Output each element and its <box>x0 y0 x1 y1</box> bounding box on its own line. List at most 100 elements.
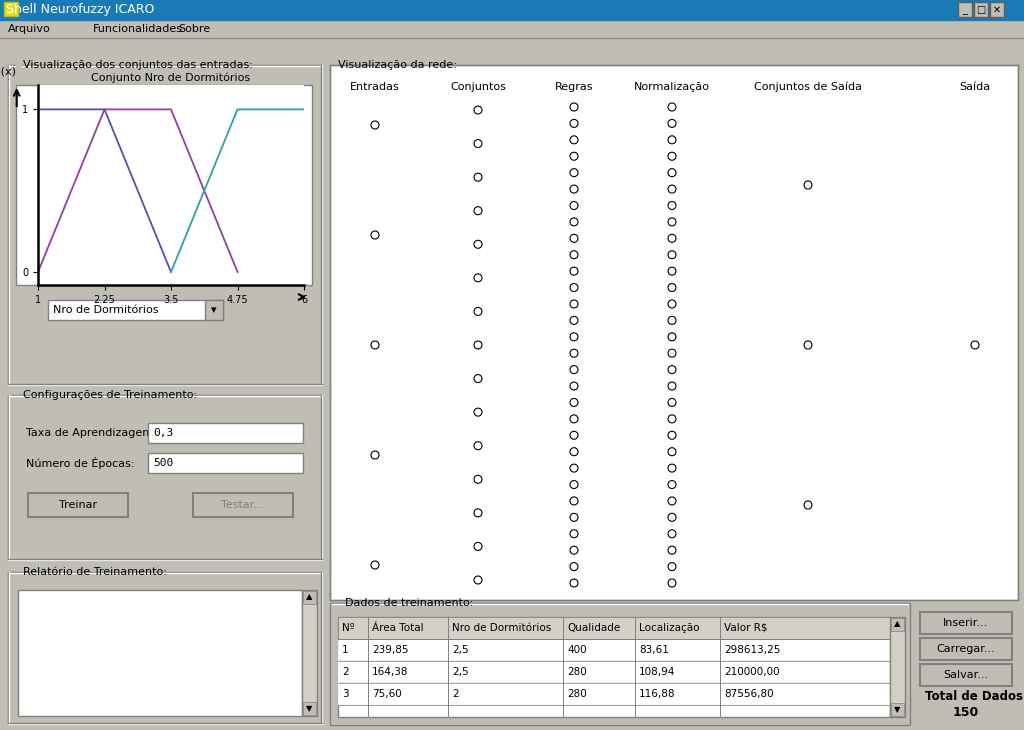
Text: Nro de Dormitórios: Nro de Dormitórios <box>53 305 159 315</box>
Circle shape <box>570 283 578 291</box>
Circle shape <box>371 121 379 129</box>
Circle shape <box>570 120 578 128</box>
Bar <box>330 603 910 725</box>
Text: Saída: Saída <box>959 82 990 92</box>
Text: Entradas: Entradas <box>350 82 400 92</box>
Bar <box>4 2 18 16</box>
Bar <box>8 395 322 560</box>
Bar <box>891 618 904 631</box>
Text: ▲: ▲ <box>306 593 312 602</box>
Circle shape <box>474 274 482 282</box>
Bar <box>8 572 322 724</box>
Text: 2,5: 2,5 <box>452 667 469 677</box>
Text: Dados de treinamento:: Dados de treinamento: <box>345 598 473 608</box>
Circle shape <box>668 513 676 521</box>
Circle shape <box>570 579 578 587</box>
Circle shape <box>570 497 578 505</box>
Bar <box>338 683 890 705</box>
Circle shape <box>474 542 482 550</box>
Text: ▼: ▼ <box>306 704 312 713</box>
Circle shape <box>474 106 482 114</box>
Bar <box>338 617 890 639</box>
Text: Testar...: Testar... <box>221 500 264 510</box>
Circle shape <box>668 447 676 456</box>
Bar <box>303 591 316 604</box>
Text: Normalização: Normalização <box>634 82 710 92</box>
Bar <box>890 617 905 717</box>
Text: 87556,80: 87556,80 <box>724 689 773 699</box>
Text: □: □ <box>976 5 986 15</box>
Circle shape <box>371 231 379 239</box>
Bar <box>303 702 316 715</box>
Bar <box>0 0 1024 20</box>
Circle shape <box>668 234 676 242</box>
Circle shape <box>668 300 676 308</box>
Text: Carregar...: Carregar... <box>937 644 995 654</box>
Circle shape <box>474 509 482 517</box>
Circle shape <box>570 218 578 226</box>
Circle shape <box>570 103 578 111</box>
Circle shape <box>804 181 812 189</box>
Text: 83,61: 83,61 <box>639 645 669 655</box>
Circle shape <box>570 513 578 521</box>
Circle shape <box>570 300 578 308</box>
Circle shape <box>474 341 482 349</box>
Text: Salvar...: Salvar... <box>943 670 988 680</box>
Circle shape <box>474 240 482 248</box>
Circle shape <box>570 316 578 324</box>
Bar <box>0 20 1024 38</box>
Bar <box>891 703 904 716</box>
Bar <box>338 661 890 683</box>
Circle shape <box>371 451 379 459</box>
Text: 280: 280 <box>567 667 587 677</box>
Circle shape <box>474 374 482 383</box>
Circle shape <box>570 447 578 456</box>
Bar <box>974 2 988 17</box>
Circle shape <box>570 234 578 242</box>
Bar <box>205 300 223 320</box>
Text: 3: 3 <box>342 689 348 699</box>
Circle shape <box>570 267 578 275</box>
Circle shape <box>668 169 676 177</box>
Circle shape <box>570 399 578 407</box>
Text: 210000,00: 210000,00 <box>724 667 779 677</box>
Circle shape <box>668 185 676 193</box>
Circle shape <box>668 267 676 275</box>
Text: Visualização da rede:: Visualização da rede: <box>338 60 457 70</box>
Bar <box>18 590 302 716</box>
Circle shape <box>668 579 676 587</box>
Circle shape <box>570 169 578 177</box>
Circle shape <box>668 382 676 390</box>
Text: Nro de Dormitórios: Nro de Dormitórios <box>452 623 551 633</box>
Bar <box>920 638 1012 660</box>
Text: Nº: Nº <box>342 623 354 633</box>
Text: Qualidade: Qualidade <box>567 623 621 633</box>
Circle shape <box>668 349 676 357</box>
Circle shape <box>668 431 676 439</box>
Text: 1: 1 <box>342 645 348 655</box>
Text: Localização: Localização <box>639 623 699 633</box>
Circle shape <box>668 316 676 324</box>
Circle shape <box>971 341 979 349</box>
Bar <box>148 423 303 443</box>
Text: Conjuntos de Saída: Conjuntos de Saída <box>754 82 862 92</box>
Circle shape <box>668 218 676 226</box>
Text: Sobre: Sobre <box>178 24 210 34</box>
Text: Arquivo: Arquivo <box>8 24 51 34</box>
Bar <box>920 612 1012 634</box>
Circle shape <box>668 201 676 210</box>
Circle shape <box>804 341 812 349</box>
Circle shape <box>668 480 676 488</box>
Text: 2,5: 2,5 <box>452 645 469 655</box>
Text: 239,85: 239,85 <box>372 645 409 655</box>
Bar <box>16 85 312 285</box>
Text: Número de Épocas:: Número de Épocas: <box>26 457 134 469</box>
Bar <box>193 493 293 517</box>
Text: μ (x): μ (x) <box>0 67 16 77</box>
Text: Valor R$: Valor R$ <box>724 623 768 633</box>
Circle shape <box>668 333 676 341</box>
Circle shape <box>668 283 676 291</box>
Text: Regras: Regras <box>555 82 593 92</box>
Text: ▲: ▲ <box>894 620 900 629</box>
Text: Relatório de Treinamento:: Relatório de Treinamento: <box>23 567 167 577</box>
